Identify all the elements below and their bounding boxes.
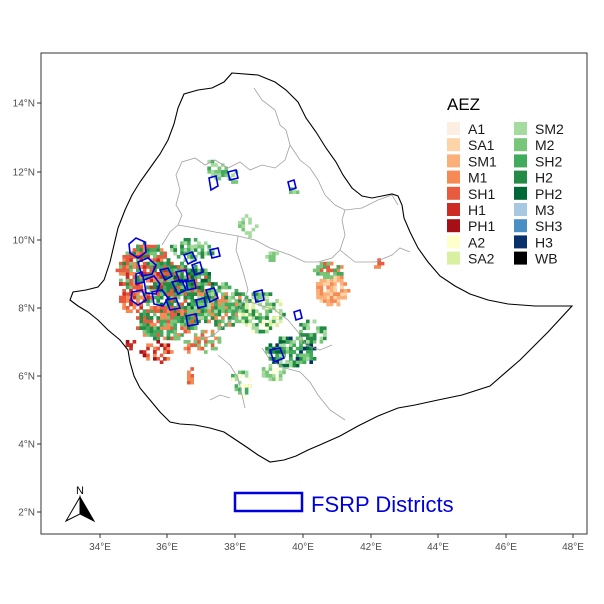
y-tick-label: 12°N <box>13 168 35 179</box>
y-tick-label: 6°N <box>18 372 35 383</box>
country-outline <box>69 72 574 463</box>
legend-label: PH1 <box>468 218 495 234</box>
legend-label: A1 <box>468 121 485 137</box>
x-tick-label: 34°E <box>89 542 111 553</box>
legend-label: SH2 <box>535 153 562 169</box>
x-tick-label: 36°E <box>156 542 178 553</box>
legend-label: PH2 <box>535 186 562 202</box>
legend-swatch <box>514 219 527 233</box>
legend-label: M3 <box>535 202 555 218</box>
legend-label: SH3 <box>535 218 562 234</box>
legend-swatch <box>447 122 460 135</box>
y-tick-label: 2°N <box>18 508 35 519</box>
region-borders <box>161 87 411 421</box>
legend-swatch <box>514 186 527 200</box>
legend-label: H1 <box>468 202 486 218</box>
legend-swatch <box>447 154 460 168</box>
x-axis: 34°E 36°E 38°E 40°E 42°E 44°E 46°E 48°E <box>89 534 584 553</box>
fsrp-legend-key <box>233 491 304 513</box>
legend-swatch <box>447 170 460 184</box>
legend-swatch <box>514 170 527 184</box>
x-tick-label: 40°E <box>292 542 314 553</box>
legend-label: WB <box>535 251 558 267</box>
legend-title: AEZ <box>447 95 480 114</box>
legend-swatch <box>447 186 460 200</box>
legend-label: SM2 <box>535 121 564 137</box>
legend-label: H2 <box>535 170 553 186</box>
legend-swatch <box>447 235 460 249</box>
x-tick-label: 48°E <box>562 542 584 553</box>
north-arrow-icon: N <box>64 485 96 523</box>
legend-swatch <box>514 203 527 216</box>
legend-swatch <box>447 251 460 265</box>
y-tick-label: 4°N <box>18 440 35 451</box>
fsrp-legend-label: FSRP Districts <box>311 492 454 517</box>
north-label: N <box>76 485 84 497</box>
fsrp-districts <box>128 169 303 364</box>
legend-swatch <box>447 138 460 152</box>
legend-swatch <box>514 251 527 265</box>
x-tick-label: 42°E <box>360 542 382 553</box>
legend-swatch <box>514 138 527 152</box>
legend-label: H3 <box>535 234 553 250</box>
legend-swatch <box>447 219 460 233</box>
legend-label: SM1 <box>468 153 497 169</box>
legend-swatch <box>447 203 460 216</box>
legend-label: SA1 <box>468 137 495 153</box>
legend-swatch <box>514 235 527 249</box>
legend-label: M2 <box>535 137 555 153</box>
y-tick-label: 8°N <box>18 304 35 315</box>
y-axis: 2°N 4°N 6°N 8°N 10°N 12°N 14°N <box>13 99 41 519</box>
legend-swatch <box>514 122 527 135</box>
y-tick-label: 10°N <box>13 236 35 247</box>
legend-swatch <box>514 154 527 168</box>
x-tick-label: 44°E <box>427 542 449 553</box>
legend-label: M1 <box>468 170 488 186</box>
y-tick-label: 14°N <box>13 99 35 110</box>
legend-label: SH1 <box>468 186 495 202</box>
x-tick-label: 46°E <box>495 542 517 553</box>
x-tick-label: 38°E <box>224 542 246 553</box>
aez-raster-layer <box>115 159 385 398</box>
legend-label: SA2 <box>468 251 495 267</box>
legend-label: A2 <box>468 234 485 250</box>
